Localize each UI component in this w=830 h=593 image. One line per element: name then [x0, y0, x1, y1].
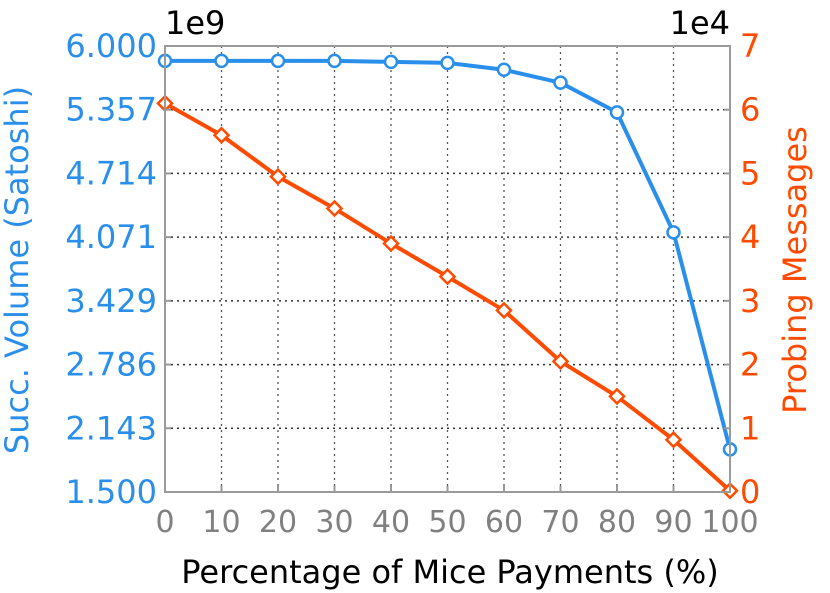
- x-tick-label: 90: [654, 505, 692, 540]
- left-tick-label: 2.786: [65, 346, 157, 384]
- series-point-2: [269, 167, 287, 186]
- series-point-2: [438, 267, 457, 286]
- series-point-2: [382, 234, 400, 253]
- x-tick-label: 0: [155, 505, 174, 540]
- x-tick-label: 70: [541, 505, 579, 540]
- left-axis-label: Succ. Volume (Satoshi): [0, 86, 36, 454]
- grid-layer: [165, 46, 730, 492]
- x-tick-label: 50: [428, 505, 466, 540]
- left-axis-multiplier: 1e9: [165, 4, 225, 42]
- series-point-1: [553, 75, 568, 90]
- series-point-1: [496, 62, 512, 78]
- series-point-2: [495, 301, 513, 320]
- right-tick-label: 4: [740, 218, 760, 256]
- right-tick-label: 7: [740, 27, 760, 65]
- series-point-2: [608, 387, 626, 406]
- x-tick-label: 40: [372, 505, 410, 540]
- x-tick-label: 100: [701, 505, 758, 540]
- series-point-1: [383, 54, 399, 70]
- series-point-2: [212, 126, 231, 144]
- right-tick-label: 2: [740, 346, 760, 384]
- right-tick-label: 1: [740, 409, 760, 447]
- tick-layer: 0 10 20 30 40 50 60 70 80 90 1001.5002.1432.7863.4…: [65, 27, 760, 540]
- left-tick-label: 1.500: [65, 473, 157, 511]
- left-tick-label: 2.143: [65, 409, 157, 447]
- series-point-1: [270, 53, 286, 69]
- right-axis-multiplier: 1e4: [670, 4, 730, 42]
- left-tick-label: 4.071: [65, 218, 157, 256]
- series-point-1: [327, 53, 342, 69]
- right-axis-label: Probing Messages: [776, 126, 814, 414]
- x-axis-label: Percentage of Mice Payments (%): [181, 553, 718, 591]
- x-tick-label: 80: [598, 505, 636, 540]
- series-point-1: [440, 55, 455, 71]
- right-tick-label: 3: [740, 282, 760, 320]
- series-point-2: [664, 430, 683, 449]
- left-tick-label: 3.429: [65, 282, 157, 320]
- series-point-2: [551, 352, 570, 371]
- series-point-1: [666, 225, 681, 240]
- x-tick-label: 20: [259, 505, 297, 540]
- right-tick-label: 0: [740, 473, 760, 511]
- series-point-1: [609, 105, 625, 120]
- series-point-2: [325, 199, 344, 218]
- left-tick-label: 6.000: [65, 27, 157, 65]
- right-tick-label: 6: [740, 91, 760, 129]
- x-tick-label: 30: [315, 505, 353, 540]
- x-tick-label: 10: [202, 505, 240, 540]
- right-tick-label: 5: [740, 154, 760, 192]
- series-point-1: [214, 53, 229, 69]
- left-tick-label: 4.714: [65, 154, 157, 192]
- x-tick-label: 60: [485, 505, 523, 540]
- left-tick-label: 5.357: [65, 91, 157, 129]
